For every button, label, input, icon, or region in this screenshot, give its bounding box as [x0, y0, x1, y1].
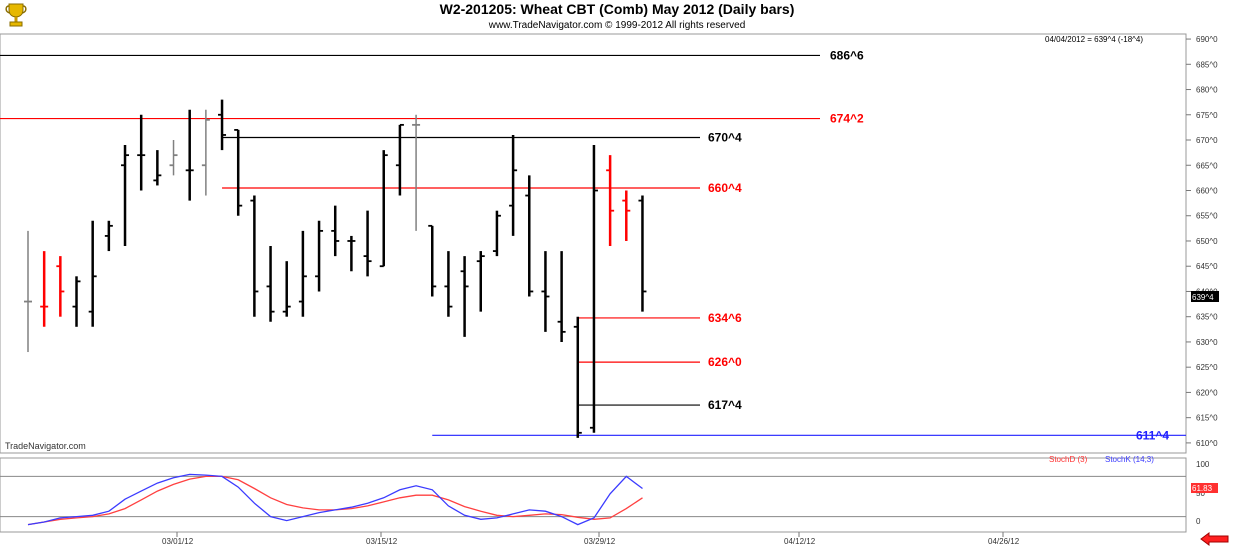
- y-tick-label: 620^0: [1196, 388, 1218, 397]
- stoch-tick-label: 100: [1196, 460, 1210, 469]
- ohlc-bar: [541, 251, 550, 332]
- x-tick-label: 03/15/12: [366, 537, 398, 546]
- y-tick-label: 670^0: [1196, 136, 1218, 145]
- y-tick-label: 625^0: [1196, 363, 1218, 372]
- price-level-label: 670^4: [708, 130, 742, 144]
- stoch-tick-label: 0: [1196, 517, 1201, 526]
- y-tick-label: 650^0: [1196, 237, 1218, 246]
- arrow-left-icon[interactable]: [1200, 532, 1230, 551]
- ohlc-bar: [40, 251, 49, 327]
- ohlc-bar: [444, 251, 453, 317]
- x-tick-label: 04/26/12: [988, 537, 1020, 546]
- ohlc-bar: [24, 230, 32, 353]
- stoch-k-line: [27, 473, 643, 526]
- ohlc-bars: [24, 99, 647, 438]
- y-tick-label: 645^0: [1196, 262, 1218, 271]
- price-level-label: 686^6: [830, 48, 864, 62]
- ohlc-bar: [121, 145, 130, 247]
- chart-title: W2-201205: Wheat CBT (Comb) May 2012 (Da…: [439, 1, 795, 17]
- stoch-tick-label: 50: [1196, 489, 1205, 498]
- y-tick-label: 685^0: [1196, 60, 1218, 69]
- ohlc-bar: [234, 129, 243, 216]
- y-tick-label: 665^0: [1196, 161, 1218, 170]
- ohlc-bar: [169, 140, 178, 176]
- ohlc-bar: [201, 109, 210, 196]
- x-axis: 03/01/12 03/15/12 03/29/12 04/12/12 04/26/12: [162, 532, 1020, 546]
- price-level-label: 634^6: [708, 311, 742, 325]
- x-tick-label: 03/01/12: [162, 537, 194, 546]
- ohlc-bar: [557, 251, 566, 342]
- x-tick-label: 04/12/12: [784, 537, 816, 546]
- ohlc-bar: [606, 155, 615, 247]
- ohlc-bar: [153, 150, 162, 186]
- price-level-label: 674^2: [830, 112, 864, 126]
- ohlc-bar: [492, 210, 501, 257]
- ohlc-bar: [412, 114, 421, 231]
- ohlc-bar: [88, 220, 97, 327]
- price-level-label: 660^4: [708, 181, 742, 195]
- ohlc-bar: [476, 251, 485, 312]
- trophy-icon: [4, 2, 28, 33]
- ohlc-bar: [218, 99, 227, 151]
- ohlc-bar: [622, 190, 631, 241]
- ohlc-bar: [589, 145, 598, 433]
- ohlc-bar: [509, 134, 518, 236]
- ohlc-bar: [331, 205, 340, 257]
- last-price-box: [1191, 291, 1219, 302]
- y-tick-label: 675^0: [1196, 111, 1218, 120]
- ohlc-bar: [137, 114, 146, 191]
- stoch-d-line: [27, 475, 643, 526]
- y-tick-label: 635^0: [1196, 313, 1218, 322]
- ohlc-bar: [72, 276, 81, 327]
- legend-stoch-k: StochK (14,3): [1105, 455, 1154, 464]
- y-tick-label: 690^0: [1196, 35, 1218, 44]
- ohlc-bar: [282, 261, 291, 317]
- watermark: TradeNavigator.com: [5, 441, 86, 451]
- ohlc-bar: [315, 220, 324, 292]
- price-readout: 04/04/2012 = 639^4 (-18^4): [1045, 35, 1143, 44]
- ohlc-bar: [363, 210, 372, 277]
- price-levels: 686^6 674^2 670^4 660^4 634^6 626^0 617^4 611^4: [0, 48, 1186, 442]
- stochastic-panel: 100 50 0: [0, 460, 1210, 526]
- stoch-last-box: [1191, 483, 1218, 493]
- last-price-label: 639^4: [1192, 293, 1214, 302]
- ohlc-bar: [266, 246, 275, 322]
- price-level-label: 626^0: [708, 355, 742, 369]
- ohlc-bar: [428, 224, 437, 297]
- x-tick-label: 03/29/12: [584, 537, 616, 546]
- y-tick-label: 680^0: [1196, 86, 1218, 95]
- ohlc-bar: [525, 175, 534, 297]
- y-axis: 690^0 685^0 680^0 675^0 670^0 665^0 660^0 655^0…: [1186, 35, 1218, 448]
- y-tick-label: 610^0: [1196, 439, 1218, 448]
- y-tick-label: 615^0: [1196, 414, 1218, 423]
- legend-stoch-d: StochD (3): [1049, 455, 1088, 464]
- stoch-last-label: 61.83: [1192, 484, 1213, 493]
- price-level-label: 617^4: [708, 398, 742, 412]
- ohlc-bar: [638, 195, 647, 312]
- ohlc-bar: [104, 220, 113, 252]
- chart-subtitle: www.TradeNavigator.com © 1999-2012 All r…: [488, 20, 746, 31]
- ohlc-bar: [185, 109, 194, 201]
- ohlc-bar: [573, 316, 582, 438]
- y-tick-label: 655^0: [1196, 212, 1218, 221]
- ohlc-bar: [347, 235, 356, 272]
- ohlc-bar: [395, 123, 404, 196]
- ohlc-bar: [298, 230, 307, 317]
- y-tick-label: 630^0: [1196, 338, 1218, 347]
- ohlc-bar: [460, 256, 469, 337]
- ohlc-bar: [56, 256, 65, 317]
- ohlc-bar: [250, 195, 259, 317]
- price-level-label: 611^4: [1136, 428, 1169, 442]
- ohlc-bar: [379, 150, 388, 268]
- y-tick-label: 660^0: [1196, 186, 1218, 195]
